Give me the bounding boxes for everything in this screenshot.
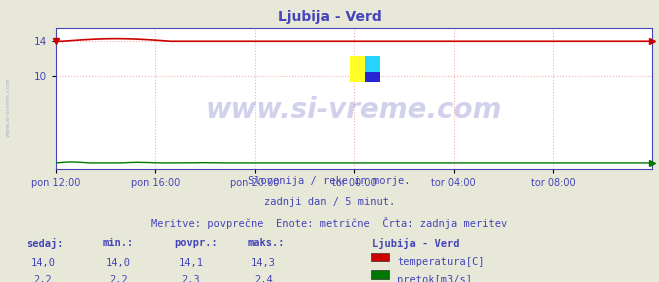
Text: 14,3: 14,3 <box>251 258 276 268</box>
Bar <box>365 72 380 82</box>
Text: Ljubija - Verd: Ljubija - Verd <box>372 238 460 249</box>
Text: www.si-vreme.com: www.si-vreme.com <box>5 78 11 137</box>
Text: pretok[m3/s]: pretok[m3/s] <box>397 275 473 282</box>
Text: min.:: min.: <box>102 238 133 248</box>
Text: sedaj:: sedaj: <box>26 238 64 249</box>
Text: 14,1: 14,1 <box>179 258 204 268</box>
Text: www.si-vreme.com: www.si-vreme.com <box>206 96 502 124</box>
Text: temperatura[C]: temperatura[C] <box>397 257 485 267</box>
Text: 14,0: 14,0 <box>106 258 131 268</box>
Bar <box>350 56 365 82</box>
Text: zadnji dan / 5 minut.: zadnji dan / 5 minut. <box>264 197 395 206</box>
Text: 14,0: 14,0 <box>30 258 55 268</box>
Text: Meritve: povprečne  Enote: metrične  Črta: zadnja meritev: Meritve: povprečne Enote: metrične Črta:… <box>152 217 507 229</box>
Text: 2,2: 2,2 <box>109 275 128 282</box>
Text: maks.:: maks.: <box>247 238 285 248</box>
Text: Slovenija / reke in morje.: Slovenija / reke in morje. <box>248 176 411 186</box>
Text: 2,4: 2,4 <box>254 275 273 282</box>
Text: 2,2: 2,2 <box>34 275 52 282</box>
Text: Ljubija - Verd: Ljubija - Verd <box>277 10 382 24</box>
Text: 2,3: 2,3 <box>182 275 200 282</box>
Text: povpr.:: povpr.: <box>175 238 218 248</box>
Bar <box>365 56 380 72</box>
